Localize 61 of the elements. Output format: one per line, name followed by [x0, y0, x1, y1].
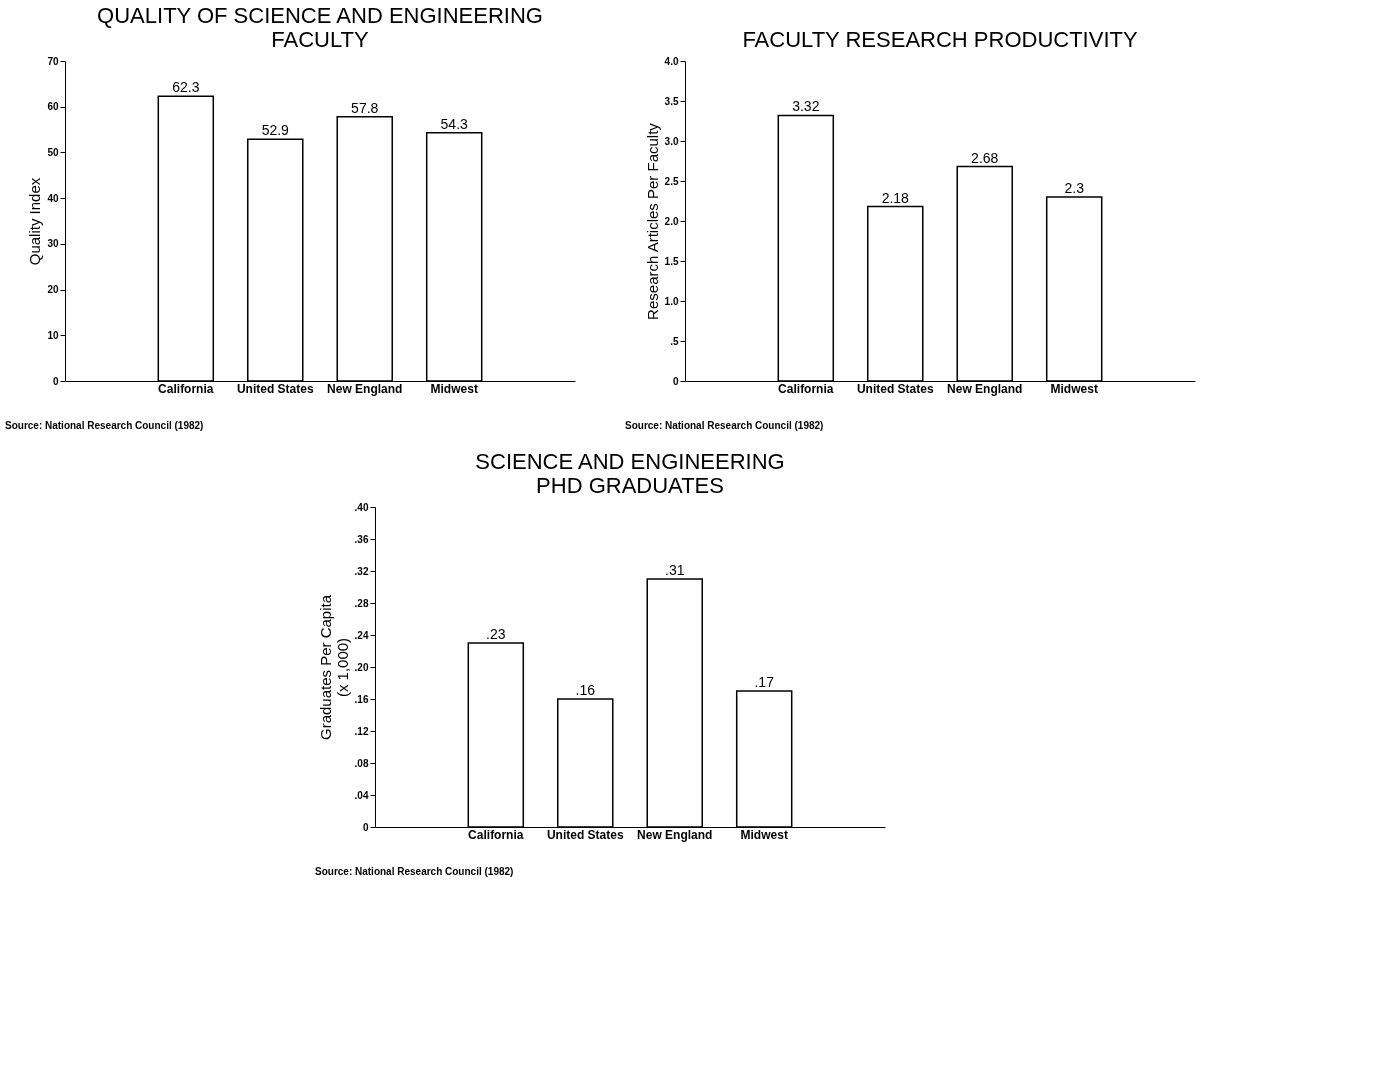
- y-tick-label: .20: [354, 661, 369, 673]
- y-tick-label: 1.5: [664, 255, 679, 267]
- source-note: Source: National Research Council (1982): [315, 866, 514, 877]
- x-tick-label: United States: [236, 381, 314, 396]
- y-tick-label: 4.0: [664, 55, 679, 67]
- source-note: Source: National Research Council (1982): [625, 420, 824, 431]
- y-tick-label: .08: [354, 757, 369, 769]
- y-tick-label: .5: [670, 335, 679, 347]
- data-label: 57.8: [351, 99, 379, 116]
- data-label: .31: [665, 562, 685, 578]
- y-tick-label: 0: [362, 821, 369, 833]
- data-label: 3.32: [792, 98, 820, 115]
- data-label: .23: [486, 626, 506, 642]
- data-label: 52.9: [261, 122, 290, 139]
- data-label: 2.68: [971, 149, 999, 166]
- x-tick-label: Midwest: [430, 381, 478, 396]
- x-tick-label: New England: [327, 381, 403, 396]
- y-tick-label: 20: [47, 284, 59, 296]
- y-tick-label: .36: [354, 533, 369, 545]
- data-label: 2.3: [1064, 180, 1085, 196]
- x-tick-label: New England: [947, 381, 1023, 396]
- y-tick-label: .28: [354, 597, 369, 609]
- y-axis-title: Research Articles Per Faculty: [643, 122, 661, 320]
- data-label: .17: [754, 674, 775, 690]
- y-tick-label: 2.0: [664, 215, 679, 227]
- y-tick-label: 1.0: [664, 295, 679, 307]
- y-tick-label: 40: [47, 192, 59, 204]
- x-tick-label: United States: [546, 827, 624, 842]
- y-axis-title: Quality Index: [26, 177, 44, 266]
- data-label: 54.3: [440, 115, 469, 132]
- y-tick-label: .40: [354, 501, 369, 513]
- x-tick-label: Midwest: [1050, 381, 1098, 396]
- chart-title: QUALITY OF SCIENCE AND ENGINEERING FACULTY: [97, 3, 543, 52]
- y-tick-label: 10: [47, 329, 59, 341]
- data-label: 2.18: [881, 189, 910, 206]
- y-tick-label: 2.5: [664, 175, 679, 187]
- chart-title: FACULTY RESEARCH PRODUCTIVITY: [742, 27, 1138, 52]
- y-tick-label: .32: [354, 565, 369, 577]
- x-tick-label: California: [468, 827, 524, 842]
- x-tick-label: California: [158, 381, 214, 396]
- chart-title: SCIENCE AND ENGINEERING PHD GRADUATES: [475, 449, 785, 498]
- x-tick-label: Midwest: [740, 827, 788, 842]
- y-tick-label: .24: [354, 629, 369, 641]
- y-tick-label: 70: [47, 55, 59, 67]
- y-tick-label: 0: [672, 375, 679, 387]
- y-axis-title: Graduates Per Capita (x 1,000): [316, 594, 351, 741]
- x-tick-label: New England: [637, 827, 713, 842]
- y-tick-label: 50: [47, 146, 59, 158]
- y-tick-label: 3.0: [664, 135, 679, 147]
- source-note: Source: National Research Council (1982): [5, 420, 204, 431]
- y-tick-label: 3.5: [664, 95, 679, 107]
- y-tick-label: 0: [52, 375, 59, 387]
- x-tick-label: United States: [856, 381, 934, 396]
- y-tick-label: 60: [47, 101, 59, 113]
- y-tick-label: .04: [354, 789, 369, 801]
- y-tick-label: .12: [354, 725, 369, 737]
- y-tick-label: 30: [47, 238, 59, 250]
- x-tick-label: California: [778, 381, 834, 396]
- data-label: 62.3: [172, 79, 200, 96]
- data-label: .16: [575, 682, 596, 698]
- y-tick-label: .16: [354, 693, 369, 705]
